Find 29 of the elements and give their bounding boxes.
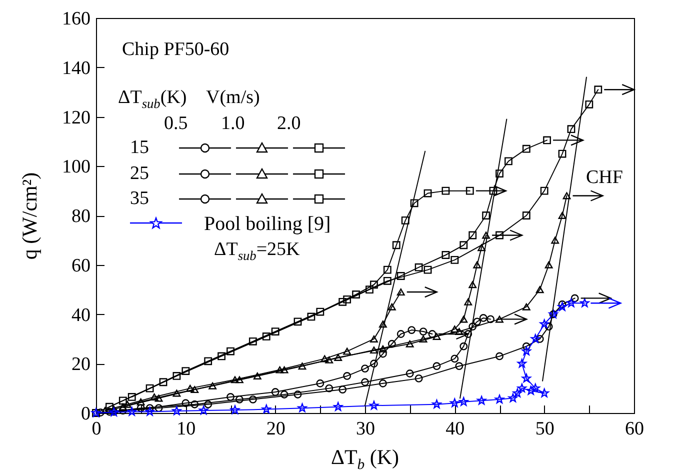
annotation: 2.0 bbox=[277, 113, 301, 134]
annotation: 15 bbox=[130, 137, 149, 158]
y-tick-label: 60 bbox=[72, 255, 90, 276]
annotation: 35 bbox=[130, 188, 149, 209]
annotation: Chip PF50-60 bbox=[122, 39, 230, 60]
y-axis-title: q (W/cm²) bbox=[18, 172, 42, 260]
annotation: CHF bbox=[586, 167, 623, 188]
y-tick-label: 140 bbox=[62, 58, 90, 79]
x-tick-label: 60 bbox=[625, 418, 644, 440]
annotation: 25 bbox=[130, 163, 149, 184]
y-tick-label: 100 bbox=[62, 156, 90, 178]
x-tick-label: 30 bbox=[356, 418, 375, 440]
y-tick-label: 0 bbox=[81, 404, 90, 424]
annotation: ΔT$_{sub}$(K) bbox=[118, 87, 187, 111]
annotation: ΔT$_{sub}$=25K bbox=[214, 239, 300, 263]
y-tick-label: 20 bbox=[72, 354, 90, 376]
y-tick-label: 80 bbox=[72, 206, 90, 227]
y-tick-label: 120 bbox=[62, 107, 90, 128]
x-tick-label: 40 bbox=[446, 418, 465, 440]
x-tick-label: 50 bbox=[535, 418, 554, 440]
legend-label: Pool boiling [9] bbox=[204, 213, 331, 235]
y-tick-label: 160 bbox=[62, 8, 90, 30]
y-tick-label: 40 bbox=[72, 304, 90, 326]
x-tick-label: 20 bbox=[266, 418, 286, 440]
annotation: 0.5 bbox=[164, 113, 188, 134]
annotation: 1.0 bbox=[221, 113, 245, 134]
annotation: V(m/s) bbox=[206, 87, 260, 108]
x-axis-title: ΔT$_{b}$ (K) bbox=[330, 445, 400, 474]
x-tick-label: 10 bbox=[176, 418, 196, 440]
